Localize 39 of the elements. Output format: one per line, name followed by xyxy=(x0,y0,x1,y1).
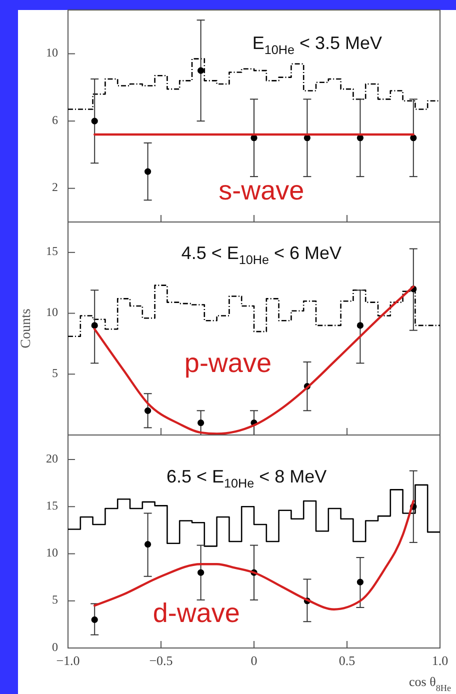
y-tick-label: 15 xyxy=(46,498,58,512)
x-tick-label: −0.5 xyxy=(149,653,173,668)
text: 6.5 < E$_{10He}$ < 8 MeV xyxy=(166,466,327,491)
point xyxy=(144,541,152,548)
point xyxy=(144,407,152,414)
x-axis-title: cos θ$_{8He}$ xyxy=(409,674,451,693)
text: E$_{10He}$ < 3.5 MeV xyxy=(252,32,382,58)
series-label: d-wave xyxy=(152,598,240,628)
x-tick-label: 1.0 xyxy=(432,653,448,668)
point xyxy=(198,420,204,426)
y-tick-label: 2 xyxy=(52,180,58,194)
x-tick-label: −1.0 xyxy=(56,653,80,668)
y-tick-label: 6 xyxy=(52,112,58,127)
series-label: s-wave xyxy=(218,175,304,206)
point xyxy=(144,168,152,175)
y-tick-label: 0 xyxy=(52,640,58,654)
y-tick-label: 15 xyxy=(46,244,58,258)
point xyxy=(356,578,364,586)
y-axis-title: Counts xyxy=(19,308,34,348)
point xyxy=(304,134,310,142)
x-tick-label: 0.5 xyxy=(338,653,356,668)
y-tick-label: 10 xyxy=(46,45,58,60)
y-tick-label: 5 xyxy=(52,366,58,380)
y-tick-label: 10 xyxy=(46,546,58,560)
point xyxy=(198,67,204,74)
point xyxy=(250,134,258,142)
point xyxy=(91,322,98,329)
y-tick-label: 20 xyxy=(46,451,58,466)
y-tick-label: 10 xyxy=(46,305,58,320)
point xyxy=(91,616,98,624)
text: 4.5 < E$_{10He}$ < 6 MeV xyxy=(181,242,342,268)
point xyxy=(91,118,98,124)
point xyxy=(198,569,204,576)
point xyxy=(410,134,417,142)
y-tick-label: 5 xyxy=(52,592,58,607)
series-label: p-wave xyxy=(184,348,272,378)
x-tick-label: 0 xyxy=(250,653,258,668)
point xyxy=(356,134,364,142)
point xyxy=(356,322,364,329)
